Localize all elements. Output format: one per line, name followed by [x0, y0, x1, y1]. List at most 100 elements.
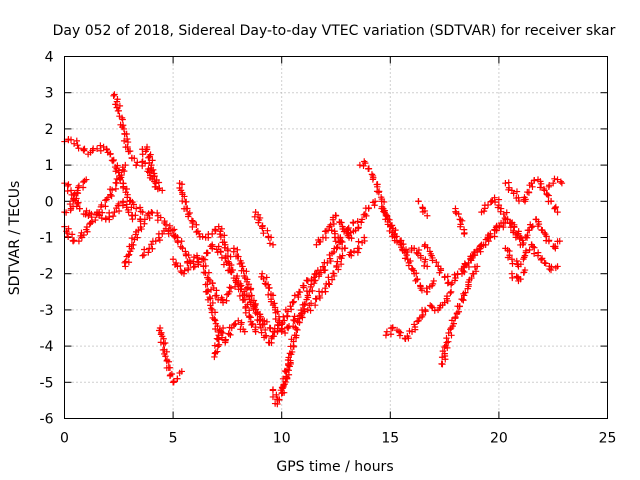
data-point [410, 321, 418, 328]
data-point [426, 248, 434, 255]
data-point [64, 233, 72, 240]
data-point [371, 198, 379, 205]
data-point [287, 306, 295, 313]
data-point [204, 281, 211, 288]
data-point [222, 337, 229, 344]
data-point [347, 249, 355, 256]
data-point [296, 289, 304, 296]
data-point [311, 270, 319, 278]
data-point [178, 181, 186, 188]
data-point [475, 245, 483, 253]
data-point [422, 256, 429, 263]
data-point [123, 135, 131, 143]
series-arc-34 [545, 175, 566, 191]
data-point [105, 209, 113, 217]
data-point [281, 329, 289, 337]
data-point [332, 212, 339, 219]
data-point [421, 243, 428, 250]
data-point [146, 214, 153, 222]
data-point [495, 196, 503, 203]
data-point [93, 145, 101, 153]
data-point [443, 295, 450, 302]
data-point [502, 180, 509, 187]
y-tick-label: -2 [40, 267, 54, 283]
data-point [546, 182, 553, 189]
data-point [82, 211, 89, 218]
data-point [199, 233, 206, 240]
data-point [544, 191, 551, 198]
data-point [209, 243, 216, 250]
data-point [387, 222, 394, 230]
data-point [393, 233, 400, 240]
data-point [132, 205, 140, 212]
data-point [185, 251, 192, 259]
data-point [115, 207, 123, 215]
data-point [286, 350, 294, 357]
data-point [139, 208, 146, 216]
data-point [181, 267, 188, 274]
data-point [341, 244, 349, 252]
data-point [152, 237, 159, 245]
data-point [437, 267, 445, 274]
y-tick-label: 4 [45, 50, 54, 66]
data-point [247, 285, 255, 292]
data-point [436, 304, 443, 312]
data-point [75, 199, 82, 206]
data-point [166, 222, 174, 230]
data-point [124, 143, 131, 151]
data-point [169, 227, 176, 234]
data-point [484, 201, 492, 209]
data-point [211, 309, 219, 316]
data-point [182, 248, 189, 255]
data-point [529, 183, 536, 191]
data-point [194, 258, 202, 265]
data-point [431, 307, 438, 314]
data-point [179, 191, 186, 198]
data-point [522, 233, 529, 241]
data-point [116, 175, 124, 182]
data-point [150, 170, 158, 177]
data-point [205, 234, 212, 241]
data-point [269, 241, 277, 248]
series-arc-19 [313, 198, 379, 248]
data-point [267, 234, 275, 241]
data-point [413, 318, 421, 325]
data-point [329, 270, 337, 277]
data-point [438, 360, 445, 368]
data-point [69, 203, 77, 210]
data-point [505, 186, 512, 193]
data-point [297, 306, 305, 314]
data-point [327, 221, 334, 229]
data-point [325, 280, 332, 287]
data-point [111, 91, 118, 98]
data-point [74, 200, 81, 208]
data-point [187, 260, 194, 267]
data-point [262, 332, 270, 340]
data-point [500, 210, 507, 218]
data-point [317, 238, 324, 246]
data-point [87, 219, 94, 227]
data-point [328, 276, 336, 283]
data-point [408, 266, 416, 273]
data-point [480, 207, 488, 215]
data-point [98, 201, 105, 209]
data-point [337, 238, 345, 246]
data-point [248, 292, 255, 299]
data-point [159, 187, 166, 194]
data-point [230, 248, 237, 255]
data-point [451, 277, 459, 284]
data-point [232, 320, 239, 328]
data-point [158, 333, 166, 340]
data-point [362, 159, 369, 167]
data-point [165, 230, 172, 237]
series-arc-06 [139, 143, 160, 191]
data-point [430, 277, 437, 285]
data-point [290, 338, 297, 345]
data-point [203, 288, 211, 295]
data-point [218, 334, 226, 341]
data-point [520, 239, 527, 247]
data-point [301, 300, 309, 308]
data-point [110, 92, 117, 100]
data-point [370, 174, 377, 181]
